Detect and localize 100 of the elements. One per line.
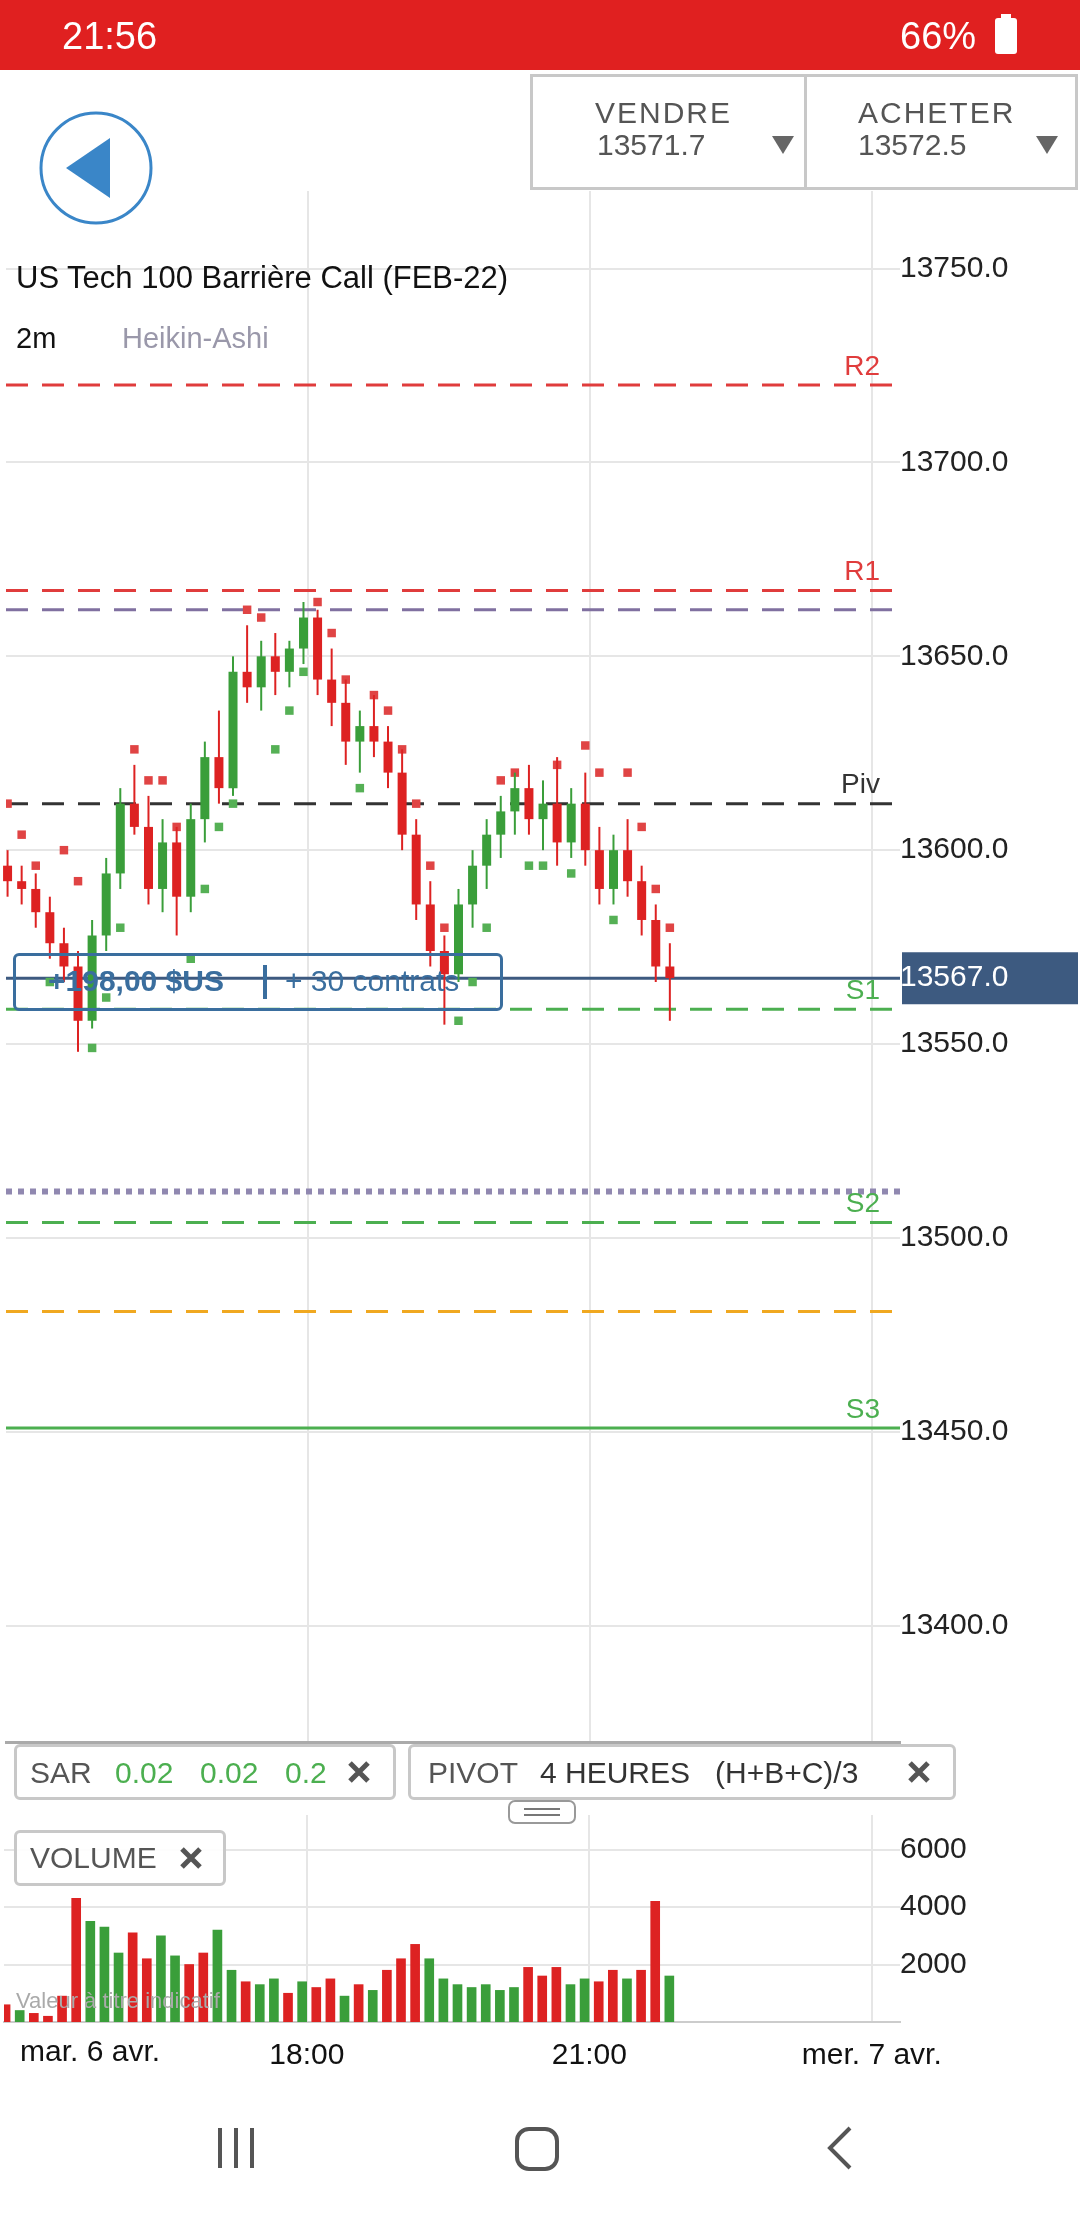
point xyxy=(158,776,167,785)
bar xyxy=(438,1978,449,2022)
point xyxy=(411,799,421,808)
annotation: VOLUME xyxy=(30,1841,157,1875)
point xyxy=(144,776,153,785)
candlestick xyxy=(242,624,252,704)
text: (H+B+C)/3 xyxy=(715,1756,859,1790)
point xyxy=(482,923,491,932)
bar xyxy=(410,1944,420,2022)
bar xyxy=(636,1969,646,2022)
text: 13571.7 xyxy=(597,128,706,162)
bar xyxy=(650,1900,661,2022)
y-tick-label: 13650.0 xyxy=(899,637,1009,671)
bar xyxy=(85,1921,96,2022)
point xyxy=(256,613,266,622)
point xyxy=(665,923,675,932)
candlestick xyxy=(496,794,506,859)
point xyxy=(17,830,26,839)
bar xyxy=(523,1967,533,2022)
text: ACHETER xyxy=(858,96,1016,130)
text: mar. 6 avr. xyxy=(16,2032,165,2070)
x-tick-label: 18:00 xyxy=(269,2037,345,2071)
point xyxy=(271,745,280,754)
text: 2m xyxy=(16,322,57,355)
text: 4 HEURES xyxy=(540,1756,691,1790)
y-tick-label: 13400.0 xyxy=(899,1606,1009,1640)
text: US Tech 100 Barrière Call (FEB-22) xyxy=(16,260,509,296)
bar xyxy=(297,1981,307,2022)
ref-line-label: Piv xyxy=(841,768,880,800)
text: 66% xyxy=(900,15,977,58)
candlestick xyxy=(665,942,675,1022)
point xyxy=(440,923,449,932)
point xyxy=(637,822,646,832)
y-tick-label: 6000 xyxy=(899,1830,967,1864)
bar xyxy=(28,2013,39,2022)
candlestick xyxy=(538,779,548,852)
bar xyxy=(565,1984,576,2022)
bar xyxy=(353,1984,364,2022)
bar xyxy=(537,1975,548,2022)
candlestick xyxy=(510,771,520,836)
y-tick-label: 13600.0 xyxy=(899,831,1009,865)
x-tick-label: mer. 7 avr. xyxy=(801,2037,942,2071)
bar xyxy=(579,1978,590,2022)
text: PIVOT xyxy=(428,1756,519,1790)
candlestick xyxy=(270,632,280,697)
bar xyxy=(495,1990,505,2022)
bar xyxy=(551,1967,562,2022)
candlestick xyxy=(17,864,27,906)
bar xyxy=(452,1984,463,2022)
annotation: Heikin-Ashi xyxy=(122,322,269,355)
y-tick-label: 13700.0 xyxy=(899,443,1009,477)
x-tick-label: 21:00 xyxy=(551,2037,627,2071)
point xyxy=(130,745,139,754)
y-tick-label: 2000 xyxy=(899,1945,967,1979)
y-tick-label: 13750.0 xyxy=(899,249,1009,283)
candlestick xyxy=(284,639,294,689)
bar xyxy=(14,2010,25,2022)
bar xyxy=(325,1978,336,2022)
bar xyxy=(608,1969,618,2022)
text: 0.2 xyxy=(285,1756,327,1790)
y-tick-label: 13567.0 xyxy=(899,959,1009,993)
bar xyxy=(466,1987,477,2022)
bar xyxy=(664,1975,675,2022)
point xyxy=(327,628,336,638)
point xyxy=(31,861,40,870)
candlestick xyxy=(3,849,13,898)
bar xyxy=(382,1969,392,2022)
point xyxy=(468,977,477,987)
candlestick xyxy=(129,763,139,836)
y-tick-label: 13500.0 xyxy=(899,1219,1009,1253)
bar xyxy=(43,2015,53,2022)
bar xyxy=(226,1969,237,2022)
bar xyxy=(396,1958,406,2022)
y-tick-label: 13450.0 xyxy=(899,1413,1009,1447)
bar xyxy=(367,1990,378,2022)
y-tick-label: 13550.0 xyxy=(899,1025,1009,1059)
point xyxy=(299,667,308,677)
candlestick xyxy=(327,647,337,728)
bar xyxy=(424,1958,435,2022)
text: SAR xyxy=(30,1756,92,1790)
ref-line-label: R1 xyxy=(844,555,880,587)
bar xyxy=(240,1981,251,2022)
ref-line-label: R2 xyxy=(844,349,880,381)
point xyxy=(524,861,534,870)
bar xyxy=(622,1978,632,2022)
ref-line-label: S3 xyxy=(845,1392,880,1424)
text: 13572.5 xyxy=(858,128,967,162)
text: 0.02 xyxy=(200,1756,259,1790)
point xyxy=(454,1016,463,1026)
bar xyxy=(339,1995,350,2022)
bar xyxy=(311,1987,322,2022)
text: 21:56 xyxy=(62,15,158,58)
point xyxy=(285,706,294,715)
point xyxy=(595,768,604,777)
bar xyxy=(283,1992,293,2022)
bar xyxy=(254,1984,265,2022)
point xyxy=(566,869,576,878)
ref-line-label: S1 xyxy=(845,973,880,1005)
point xyxy=(383,706,393,715)
point xyxy=(623,768,632,777)
